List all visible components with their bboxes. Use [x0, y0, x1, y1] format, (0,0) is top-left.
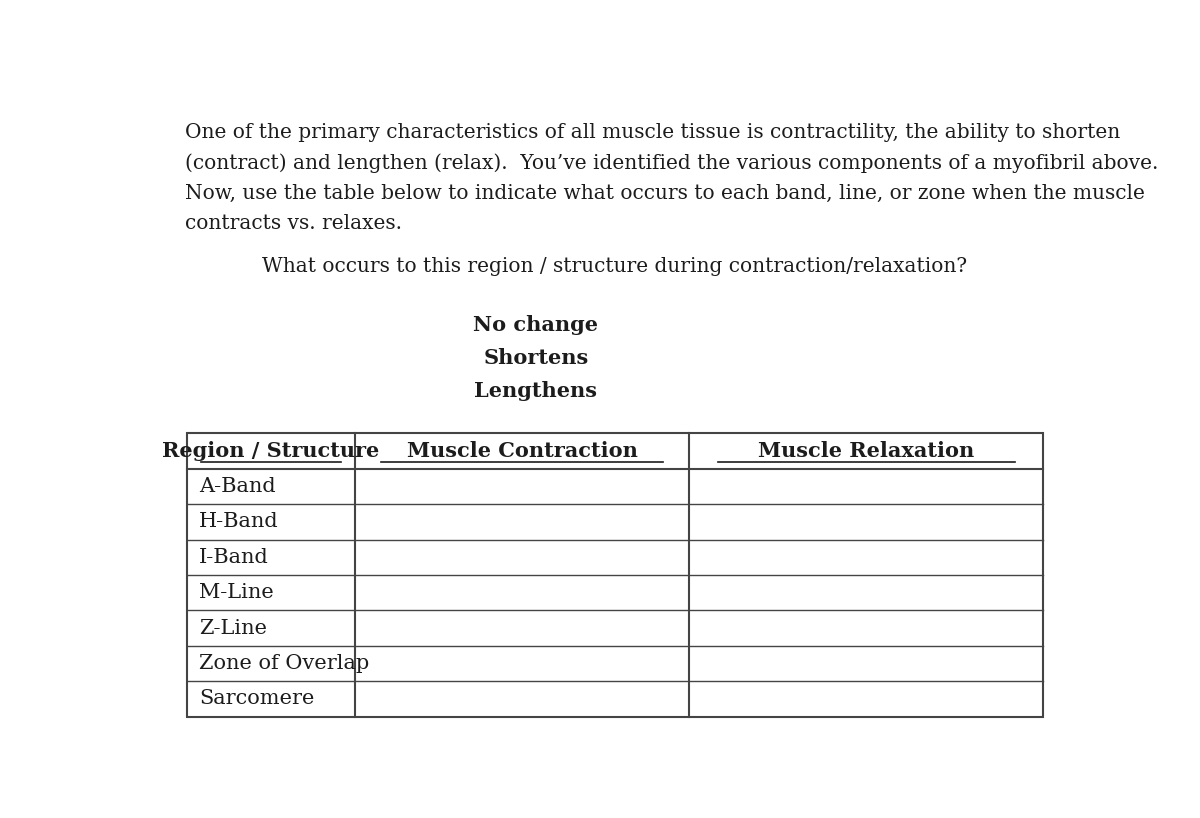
Text: One of the primary characteristics of all muscle tissue is contractility, the ab: One of the primary characteristics of al…	[185, 124, 1121, 142]
Text: Now, use the table below to indicate what occurs to each band, line, or zone whe: Now, use the table below to indicate wha…	[185, 184, 1145, 203]
Text: Z-Line: Z-Line	[199, 618, 268, 637]
Text: Zone of Overlap: Zone of Overlap	[199, 654, 370, 673]
Text: Muscle Contraction: Muscle Contraction	[407, 441, 637, 461]
Text: Region / Structure: Region / Structure	[162, 441, 379, 461]
Text: Sarcomere: Sarcomere	[199, 690, 314, 708]
Text: M-Line: M-Line	[199, 583, 274, 602]
Text: What occurs to this region / structure during contraction/relaxation?: What occurs to this region / structure d…	[263, 257, 967, 276]
Text: Muscle Relaxation: Muscle Relaxation	[758, 441, 974, 461]
Text: Shortens: Shortens	[484, 348, 588, 368]
Text: No change: No change	[474, 316, 599, 335]
Text: A-Band: A-Band	[199, 477, 276, 496]
Text: Lengthens: Lengthens	[474, 381, 598, 401]
Text: I-Band: I-Band	[199, 548, 269, 567]
Bar	[187, 434, 1043, 717]
Text: (contract) and lengthen (relax).  You’ve identified the various components of a : (contract) and lengthen (relax). You’ve …	[185, 154, 1159, 173]
Text: H-Band: H-Band	[199, 512, 278, 532]
Text: contracts vs. relaxes.: contracts vs. relaxes.	[185, 214, 402, 233]
